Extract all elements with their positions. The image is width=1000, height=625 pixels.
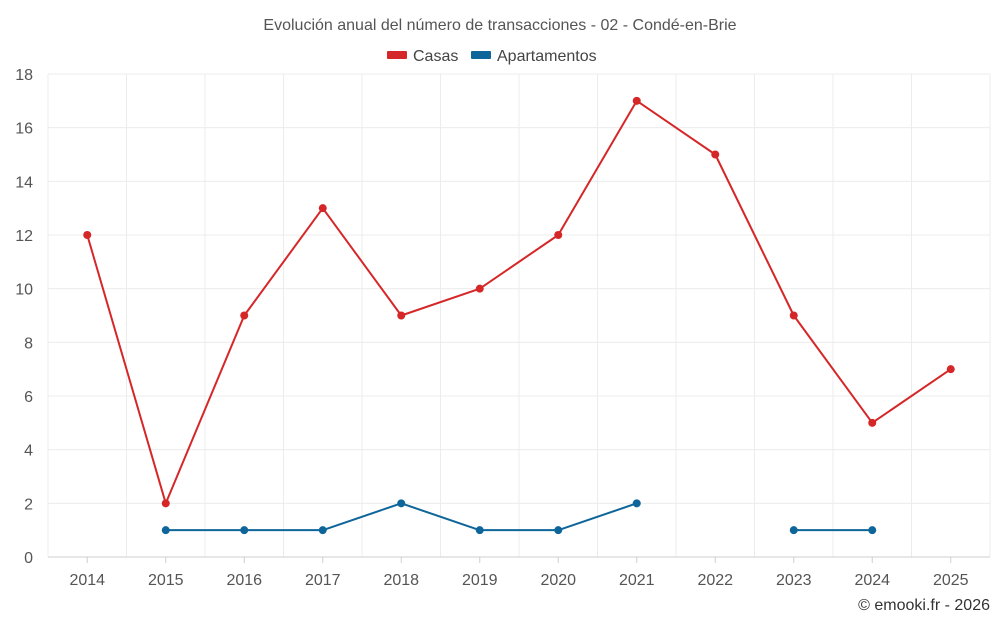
x-tick-label: 2016 (226, 572, 262, 589)
x-tick-label: 2022 (697, 572, 733, 589)
x-tick-label: 2018 (383, 572, 419, 589)
series-apartamentos (161, 499, 877, 535)
data-point[interactable] (711, 150, 720, 159)
data-point[interactable] (397, 311, 406, 320)
x-tick-label: 2017 (305, 572, 341, 589)
data-point[interactable] (554, 231, 563, 239)
x-tick-label: 2024 (854, 572, 890, 589)
data-point[interactable] (240, 311, 249, 320)
data-point[interactable] (868, 526, 877, 535)
data-point[interactable] (83, 231, 92, 239)
y-tick-label: 6 (24, 389, 33, 406)
data-point[interactable] (397, 499, 406, 508)
chart-title: Evolución anual del número de transaccio… (263, 17, 736, 34)
y-tick-label: 2 (24, 496, 33, 513)
legend: Casas Apartamentos (387, 48, 597, 65)
data-point[interactable] (161, 526, 170, 535)
data-point[interactable] (475, 284, 484, 293)
legend-swatch-apartamentos (471, 51, 491, 59)
x-tick-label: 2015 (148, 572, 184, 589)
y-tick-label: 16 (15, 121, 33, 138)
series (83, 96, 955, 535)
x-tick-label: 2014 (69, 572, 105, 589)
data-point[interactable] (318, 526, 327, 535)
y-tick-label: 10 (15, 282, 33, 299)
axes: 0 2 4 6 8 10 12 14 16 18 2014 2015 2016 2017 2018 2019 2… (15, 67, 990, 589)
data-point[interactable] (240, 526, 249, 535)
x-tick-label: 2019 (462, 572, 498, 589)
data-point[interactable] (946, 365, 955, 374)
data-point[interactable] (318, 204, 327, 213)
y-tick-label: 18 (15, 67, 33, 84)
legend-label-casas: Casas (413, 48, 458, 65)
grid (47, 73, 991, 557)
series-casas (83, 96, 955, 508)
credit-text: © emooki.fr - 2026 (858, 597, 990, 614)
data-point[interactable] (789, 526, 798, 535)
y-tick-label: 0 (24, 550, 33, 567)
x-tick-label: 2023 (776, 572, 812, 589)
legend-label-apartamentos: Apartamentos (497, 48, 597, 65)
legend-swatch-casas (387, 51, 407, 59)
series-line (86, 99, 952, 505)
data-point[interactable] (632, 96, 641, 105)
data-point[interactable] (868, 418, 877, 427)
y-tick-label: 4 (24, 443, 33, 460)
legend-item-apartamentos[interactable]: Apartamentos (471, 48, 597, 65)
legend-item-casas[interactable]: Casas (387, 48, 458, 65)
series-line (165, 502, 638, 532)
x-tick-label: 2025 (933, 572, 969, 589)
data-point[interactable] (161, 499, 170, 508)
data-point[interactable] (554, 526, 563, 535)
x-tick-label: 2021 (619, 572, 655, 589)
y-tick-label: 8 (24, 335, 33, 352)
x-tick-label: 2020 (540, 572, 576, 589)
data-point[interactable] (475, 526, 484, 535)
data-point[interactable] (632, 499, 641, 508)
data-point[interactable] (789, 311, 798, 320)
y-tick-label: 12 (15, 228, 33, 245)
y-tick-label: 14 (15, 174, 33, 191)
